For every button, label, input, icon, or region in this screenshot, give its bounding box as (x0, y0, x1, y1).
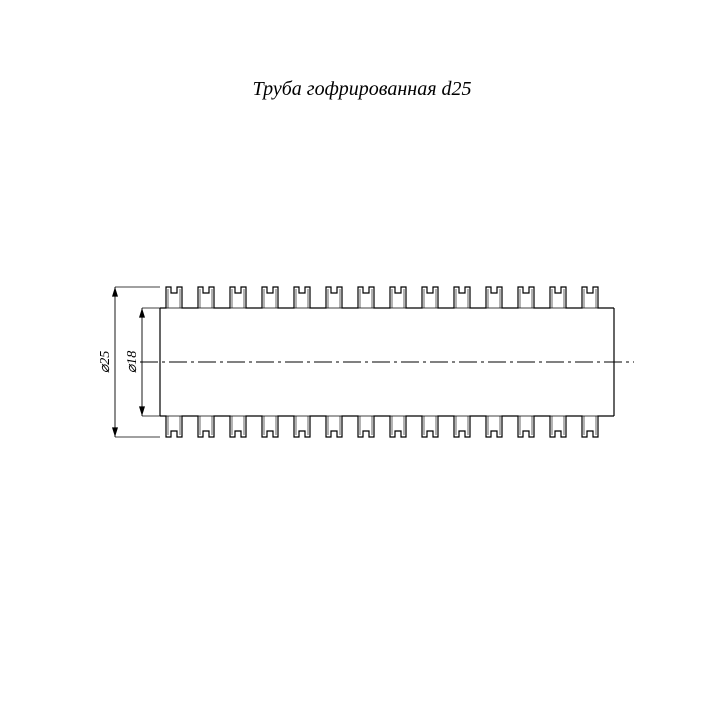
technical-drawing: ⌀25 ⌀18 (0, 0, 724, 724)
dimension-label: ⌀18 (125, 351, 140, 373)
dimension-label: ⌀25 (98, 351, 113, 373)
corrugated-pipe-section (140, 287, 634, 437)
